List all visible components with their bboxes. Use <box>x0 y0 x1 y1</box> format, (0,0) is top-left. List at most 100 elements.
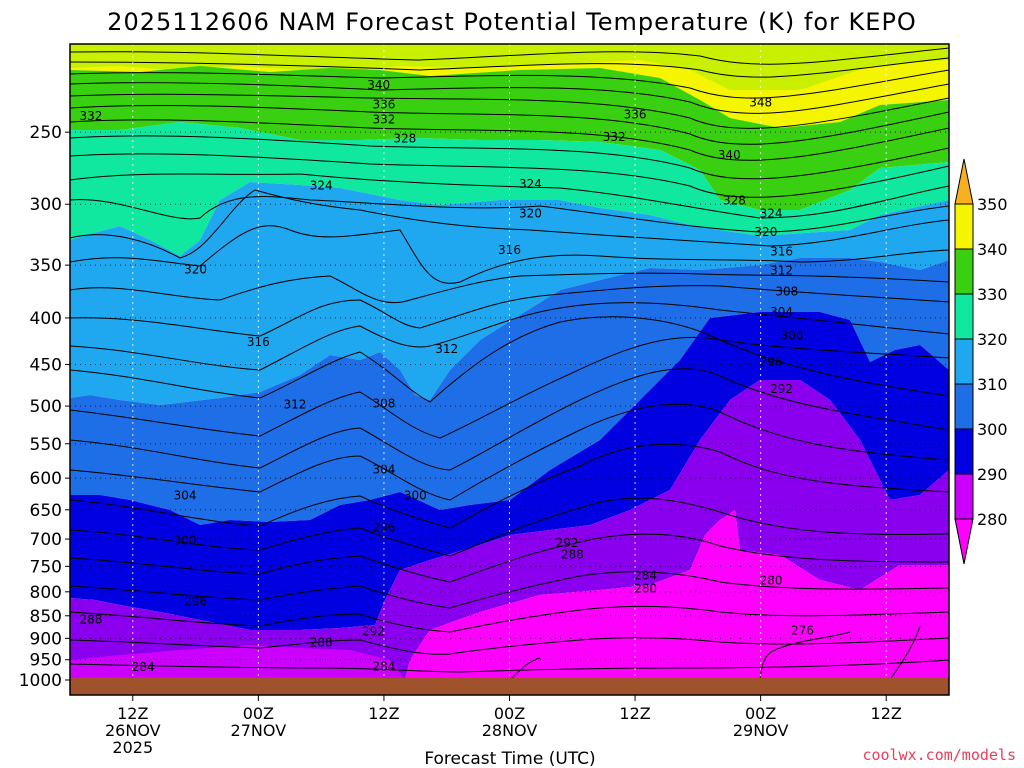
band-midblue-300 <box>70 258 949 525</box>
x-tick-label: 28NOV <box>482 721 538 740</box>
colorbar-bottom-arrow <box>954 518 974 565</box>
colorbar-segment <box>954 473 974 520</box>
contour-line <box>70 104 949 145</box>
contour-line <box>70 153 949 198</box>
grid-lines-vertical <box>132 44 887 680</box>
y-tick-label: 300 <box>30 195 62 215</box>
contour-line <box>70 659 949 673</box>
contour-label: 276 <box>791 623 814 637</box>
band-violet-280 <box>70 380 949 680</box>
y-tick-label: 400 <box>30 309 62 329</box>
contour-line <box>70 272 949 304</box>
contour-line <box>70 285 949 337</box>
band-cyan-310 <box>70 182 949 405</box>
temperature-bands <box>70 44 949 680</box>
contour-line <box>70 196 949 233</box>
contour-label: 328 <box>723 193 746 207</box>
contour-line <box>70 403 949 501</box>
contour-label: 312 <box>770 264 793 278</box>
y-axis: 2503003504004505005506006507007508008509… <box>19 123 70 691</box>
contour-label: 328 <box>393 131 416 145</box>
contour-label: 300 <box>781 328 804 342</box>
colorbar-segment <box>954 428 974 475</box>
contour-label: 280 <box>760 573 783 587</box>
contour-label: 284 <box>132 660 155 674</box>
contour-label: 332 <box>603 130 626 144</box>
contour-line <box>70 225 949 284</box>
y-tick-label: 600 <box>30 469 62 489</box>
contour-line <box>70 497 949 557</box>
contour-label: 316 <box>770 244 793 258</box>
contour-line <box>70 302 949 371</box>
contour-label: 300 <box>174 534 197 548</box>
contour-line <box>70 605 949 633</box>
x-tick-label: 2025 <box>112 738 153 757</box>
contour-line <box>70 47 949 65</box>
colorbar-segment <box>954 203 974 250</box>
colorbar-label: 290 <box>977 465 1008 484</box>
colorbar-label: 340 <box>977 240 1008 259</box>
contour-label: 336 <box>372 97 395 111</box>
y-tick-label: 450 <box>30 355 62 375</box>
y-tick-label: 550 <box>30 435 62 455</box>
contour-label: 336 <box>624 107 647 121</box>
contour-line <box>70 571 949 609</box>
contour-line <box>70 173 949 219</box>
contour-label: 316 <box>498 243 521 257</box>
contour-label: 304 <box>770 305 793 319</box>
colorbar-label: 280 <box>977 510 1008 529</box>
band-magenta-lt280 <box>405 510 949 680</box>
colorbar-label: 330 <box>977 285 1008 304</box>
contour-line <box>70 189 949 259</box>
contour-line <box>70 533 949 583</box>
contour-label: 304 <box>372 462 395 476</box>
y-tick-label: 850 <box>30 607 62 627</box>
y-tick-label: 500 <box>30 397 62 417</box>
colorbar: 280 290 300 310 320 330 340 350 <box>954 158 1008 565</box>
ground-strip <box>70 678 949 695</box>
contour-line <box>70 336 949 439</box>
band-blue-290 <box>70 312 949 630</box>
contour-label: 304 <box>174 489 197 503</box>
x-tick-label: 26NOV <box>105 721 161 740</box>
contour-label: 292 <box>362 625 385 639</box>
colorbar-label: 300 <box>977 420 1008 439</box>
contour-label: 324 <box>519 177 542 191</box>
contour-line <box>70 119 949 161</box>
contour-line <box>70 316 949 403</box>
contour-line <box>70 57 949 78</box>
contour-label: 284 <box>634 569 657 583</box>
x-tick-label: 00Z <box>243 704 274 723</box>
contour-label: 296 <box>372 521 395 535</box>
x-tick-label: 29NOV <box>733 721 789 740</box>
contour-label: 332 <box>79 109 102 123</box>
y-tick-label: 950 <box>30 651 62 671</box>
y-tick-label: 350 <box>30 256 62 276</box>
contour-label: 332 <box>372 112 395 126</box>
y-tick-label: 700 <box>30 530 62 550</box>
contour-line <box>70 69 949 99</box>
y-tick-label: 250 <box>30 123 62 143</box>
colorbar-label: 320 <box>977 330 1008 349</box>
contour-label: 340 <box>367 78 390 92</box>
contour-line <box>70 637 949 655</box>
contour-label: 324 <box>760 206 783 220</box>
x-tick-label: 00Z <box>745 704 776 723</box>
y-tick-label: 1000 <box>19 671 62 691</box>
y-tick-label: 800 <box>30 583 62 603</box>
contour-label: 348 <box>749 96 772 110</box>
colorbar-segment <box>954 338 974 385</box>
chart-title: 2025112606 NAM Forecast Potential Temper… <box>107 8 917 36</box>
contour-label: 284 <box>372 660 395 674</box>
contour-label: 296 <box>760 355 783 369</box>
x-tick-label: 12Z <box>368 704 399 723</box>
x-tick-label: 27NOV <box>231 721 287 740</box>
contour-label: 296 <box>184 595 207 609</box>
contour-label: 288 <box>310 635 333 649</box>
contour-lines <box>70 47 949 681</box>
y-tick-label: 750 <box>30 557 62 577</box>
